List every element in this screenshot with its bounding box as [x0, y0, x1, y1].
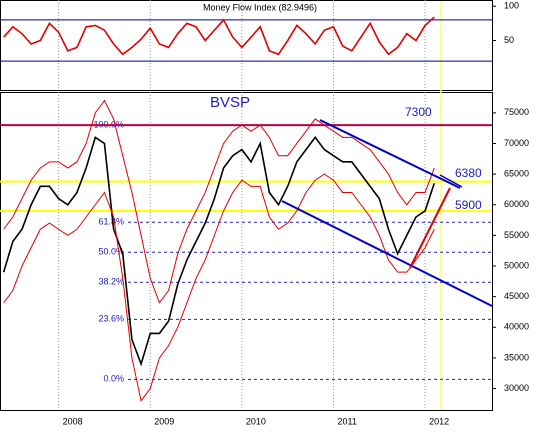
- series-line: [3, 173, 435, 402]
- fib-label: 61.8%: [98, 217, 124, 227]
- y-tick-label: 45000: [504, 291, 529, 301]
- y-tick-label: 50000: [504, 260, 529, 270]
- annotation: 7300: [405, 105, 432, 119]
- fib-label: 50.0%: [98, 247, 124, 257]
- mfi-title: Money Flow Index (82.9496): [203, 2, 317, 12]
- x-tick-label: 2009: [154, 416, 174, 426]
- channel-extension: [439, 174, 463, 188]
- annotation: 6380: [455, 166, 482, 180]
- price-panel: [0, 92, 493, 411]
- x-tick-label: 2010: [246, 416, 266, 426]
- series-line: [3, 99, 435, 304]
- y-tick-label: 35000: [504, 352, 529, 362]
- y-tick-label: 50: [504, 35, 514, 45]
- fib-label: 0.0%: [103, 374, 124, 384]
- series-line: [2, 136, 436, 367]
- channel-lower: [281, 200, 493, 307]
- annotation: BVSP: [210, 94, 250, 111]
- fib-label: 23.6%: [98, 314, 124, 324]
- y-tick-label: 55000: [504, 230, 529, 240]
- y-tick-label: 60000: [504, 199, 529, 209]
- channel-upper: [319, 119, 461, 189]
- y-tick-label: 100: [504, 1, 519, 11]
- y-tick-label: 30000: [504, 383, 529, 393]
- annotation: 5900: [455, 198, 482, 212]
- mfi-panel: [0, 0, 493, 91]
- x-tick-label: 2012: [429, 416, 449, 426]
- y-tick-label: 65000: [504, 168, 529, 178]
- series-line: [3, 16, 435, 56]
- x-tick-label: 2011: [337, 416, 356, 426]
- fib-label: 38.2%: [98, 277, 124, 287]
- support-line: [409, 187, 451, 269]
- y-tick-label: 75000: [504, 107, 529, 117]
- y-tick-label: 70000: [504, 138, 529, 148]
- x-tick-label: 2008: [63, 416, 83, 426]
- y-tick-label: 40000: [504, 322, 529, 332]
- plot-layer: 50 100 2008 2009 2010 2011 2012 30000 35000 40000…: [0, 0, 529, 426]
